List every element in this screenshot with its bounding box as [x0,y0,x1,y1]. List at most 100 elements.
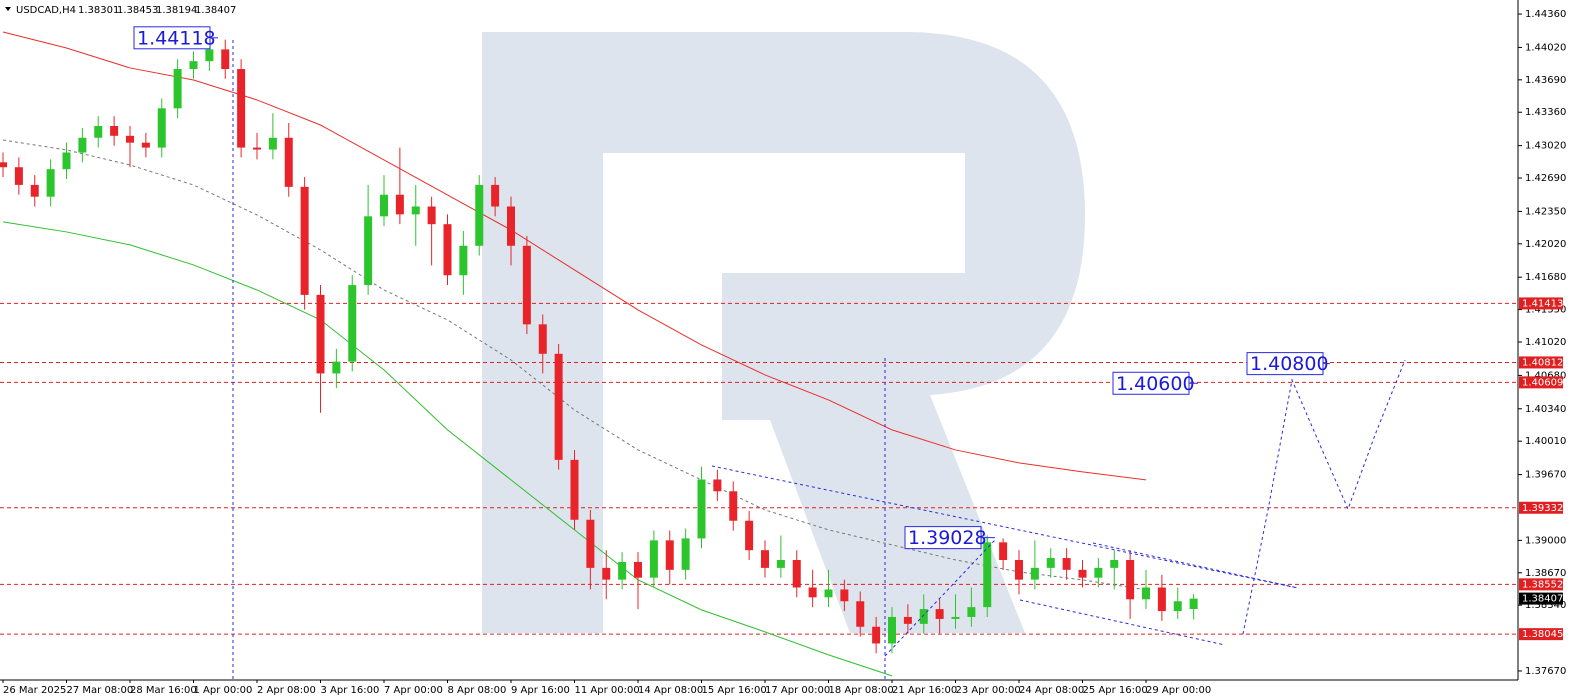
x-tick-label: 3 Apr 16:00 [321,685,380,696]
candle-body [1062,558,1071,570]
y-tick-label: 1.39670 [1525,470,1566,481]
x-tick-label: 9 Apr 16:00 [511,685,570,696]
annotation-label: 1.44118 [137,27,216,49]
candle-body [1078,569,1087,578]
x-tick-label: 11 Apr 00:00 [575,685,640,696]
candle-body [300,186,309,295]
candle-body [745,520,754,551]
candle-body [586,519,595,568]
candle-body [1046,558,1055,568]
candle-body [1126,560,1135,600]
candle-body [792,560,801,588]
wave-line [884,539,996,657]
forecast-path [1242,359,1406,635]
candle-body [78,137,87,153]
level-price-label: 1.40609 [1522,377,1563,388]
candle-body [1173,601,1182,612]
y-tick-label: 1.41680 [1525,272,1566,283]
candle-body [538,324,547,354]
channel-line [711,465,1299,589]
candle-body [459,245,468,276]
candle-body [1110,560,1119,568]
y-tick-label: 1.41350 [1525,305,1566,316]
candle-body [681,538,690,570]
candle-body [380,194,388,217]
candle-body [173,69,182,109]
candle-body [967,607,976,617]
x-tick-label: 14 Apr 08:00 [638,685,703,696]
candle-body [808,587,817,598]
watermark [482,32,1085,633]
level-price-box [1519,356,1563,369]
candle-body [491,184,500,207]
x-tick-label: 15 Apr 16:00 [702,685,767,696]
candle-body [1015,560,1023,580]
candle-body [999,542,1008,561]
y-tick-label: 1.43690 [1525,75,1566,86]
candle-body [522,245,531,325]
candle-body [1030,567,1039,580]
header-low: 1.38194 [156,5,197,16]
candle-body [221,49,230,70]
candle-body [14,167,23,185]
level-price-box [1519,376,1563,389]
candle-body [729,491,738,521]
x-tick-label: 27 Mar 08:00 [67,685,134,696]
channel-line [1019,599,1226,646]
y-tick-label: 1.42020 [1525,239,1566,250]
x-tick-label: 28 Mar 16:00 [130,685,197,696]
candle-body [618,561,627,580]
candle-body [94,125,103,138]
y-tick-label: 1.39000 [1525,535,1566,546]
y-tick-label: 1.44020 [1525,42,1566,53]
level-price-box [1519,297,1563,310]
candle-body [253,147,261,150]
level-price-label: 1.41413 [1522,298,1563,309]
candle-body [475,184,484,246]
y-tick-label: 1.42690 [1525,173,1566,184]
annotation-label: 1.40600 [1116,373,1195,395]
candle-body [46,169,55,197]
x-tick-label: 8 Apr 08:00 [448,685,507,696]
candle-body [888,616,896,644]
candle-body [903,616,912,624]
y-tick-label: 1.37670 [1525,666,1566,677]
x-tick-label: 24 Apr 08:00 [1019,685,1084,696]
x-tick-label: 1 Apr 00:00 [194,685,253,696]
candle-body [348,285,357,362]
candle-body [761,550,769,568]
candle-body [62,152,71,170]
candle-body [1189,598,1198,610]
symbol: USDCAD,H4 [16,5,76,16]
candle-body [935,609,944,619]
header-open: 1.38301 [78,5,119,16]
candle-body [602,567,611,580]
level-price-box [1519,578,1563,591]
y-tick-label: 1.41020 [1525,337,1566,348]
x-tick-label: 26 Mar 2025 [3,685,66,696]
header-close: 1.38407 [195,5,236,16]
y-tick-label: 1.44360 [1525,9,1566,20]
candle-body [634,561,642,578]
y-tick-label: 1.43360 [1525,107,1566,118]
candle-body [1094,567,1103,578]
candle-body [856,601,865,627]
x-tick-label: 21 Apr 16:00 [892,685,957,696]
moving-average [2,221,893,677]
candle-body [570,459,579,520]
header-icon [5,7,11,11]
y-tick-label: 1.38340 [1525,600,1566,611]
y-tick-label: 1.40340 [1525,404,1566,415]
y-tick-label: 1.40010 [1525,436,1566,447]
candle-body [840,589,849,602]
x-tick-label: 17 Apr 00:00 [765,685,830,696]
candle-body [268,137,277,150]
forecast-drawings [232,40,1406,680]
candle-body [554,353,563,460]
candle-body [126,135,134,143]
candle-body [649,540,658,578]
x-tick-label: 7 Apr 00:00 [384,685,443,696]
annotation-label: 1.40800 [1250,353,1329,375]
x-tick-label: 18 Apr 08:00 [829,685,894,696]
